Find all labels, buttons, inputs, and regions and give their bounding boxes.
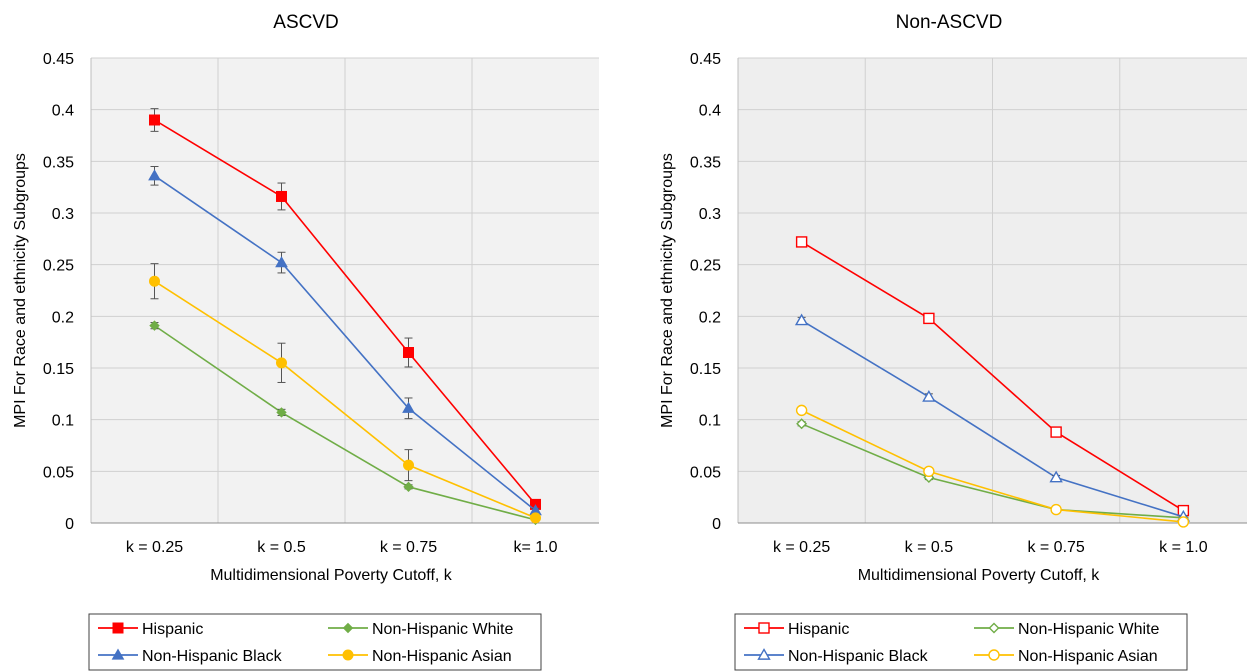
y-tick-label: 0.45 <box>43 51 74 68</box>
data-point <box>923 465 935 478</box>
data-point <box>403 459 414 471</box>
y-tick-label: 0.25 <box>690 258 721 275</box>
series-triangle <box>148 166 542 516</box>
legend-label: Non-Hispanic White <box>372 621 513 638</box>
series-line <box>154 175 537 512</box>
series-circle <box>149 263 541 524</box>
x-tick-label: k = 0.75 <box>380 539 437 556</box>
y-tick-label: 0.3 <box>52 206 74 223</box>
x-tick-label: k = 0.5 <box>257 539 306 556</box>
data-point <box>795 236 808 248</box>
y-tick-label: 0.15 <box>43 361 74 378</box>
x-tick-label: k = 0.25 <box>126 539 183 556</box>
legend-marker <box>342 649 354 661</box>
series-line <box>801 241 1184 512</box>
legend-box <box>734 613 1188 671</box>
data-point <box>402 401 415 413</box>
data-point <box>276 190 287 202</box>
y-tick-label: 0.2 <box>699 309 721 326</box>
data-point <box>275 256 288 268</box>
legend: Hispanic Non-Hispanic White Non-Hispanic B… <box>734 613 1188 671</box>
series-circle <box>795 404 1190 528</box>
data-point <box>276 357 287 369</box>
series-line <box>154 119 537 505</box>
y-tick-label: 0.15 <box>690 361 721 378</box>
x-axis-label: Multidimensional Poverty Cutoff, k <box>210 567 453 584</box>
data-point <box>1050 503 1062 516</box>
y-tick-label: 0.2 <box>52 309 74 326</box>
y-tick-label: 0.25 <box>43 258 74 275</box>
legend-label: Non-Hispanic Black <box>142 648 283 665</box>
legend-label: Non-Hispanic Black <box>788 648 929 665</box>
series-line <box>154 280 536 519</box>
y-axis-label: MPI For Race and ethnicity Subgroups <box>659 153 676 428</box>
chart-panel-2: 0 0.05 0.1 0.15 0.2 0.25 0.3 0.35 0.4 0.45 k = 0.2… <box>659 12 1247 671</box>
y-axis-label: MPI For Race and ethnicity Subgroups <box>12 153 29 428</box>
x-axis-label: Multidimensional Poverty Cutoff, k <box>858 567 1101 584</box>
x-tick-label: k = 0.75 <box>1027 539 1084 556</box>
data-point <box>922 390 936 402</box>
series-line <box>154 324 536 521</box>
legend: Hispanic Non-Hispanic White Non-Hispanic B… <box>88 613 542 671</box>
y-tick-label: 0 <box>65 516 74 533</box>
legend-marker <box>758 622 770 634</box>
legend-marker <box>988 649 1000 661</box>
data-point <box>148 169 161 181</box>
chart-panel-1: 0 0.05 0.1 0.15 0.2 0.25 0.3 0.35 0.4 0.45 k = 0.2… <box>12 12 599 671</box>
legend-box <box>88 613 542 671</box>
legend-label: Hispanic <box>142 621 203 638</box>
legend-marker <box>342 622 354 634</box>
y-tick-label: 0.45 <box>690 51 721 68</box>
data-point <box>149 320 160 331</box>
y-tick-label: 0.4 <box>699 103 721 120</box>
data-point <box>923 312 935 325</box>
x-tick-label: k = 0.5 <box>905 539 954 556</box>
y-tick-label: 0.3 <box>699 206 721 223</box>
legend-label: Hispanic <box>788 621 849 638</box>
y-tick-label: 0.05 <box>43 464 74 481</box>
data-point <box>403 481 414 493</box>
y-tick-label: 0.05 <box>690 464 721 481</box>
y-tick-label: 0 <box>712 516 721 533</box>
series-line <box>801 319 1184 518</box>
data-point <box>149 275 160 287</box>
data-point <box>1049 470 1063 483</box>
legend-label: Non-Hispanic Asian <box>1018 648 1158 665</box>
data-point <box>530 512 541 524</box>
data-point <box>794 313 809 326</box>
y-tick-label: 0.4 <box>52 103 74 120</box>
legend-label: Non-Hispanic Asian <box>372 648 512 665</box>
series-line <box>801 409 1184 523</box>
data-point <box>403 347 414 358</box>
y-tick-label: 0.1 <box>699 413 721 430</box>
legend-marker <box>988 622 1000 634</box>
legend-marker <box>757 648 771 660</box>
y-tick-label: 0.35 <box>43 154 74 171</box>
legend-label: Non-Hispanic White <box>1018 621 1159 638</box>
x-tick-label: k= 1.0 <box>513 539 557 556</box>
data-point <box>796 418 808 430</box>
series-triangle <box>794 313 1191 522</box>
x-tick-label: k = 0.25 <box>773 539 830 556</box>
data-point <box>1177 516 1190 528</box>
data-point <box>1050 426 1062 438</box>
legend-marker <box>111 648 125 660</box>
y-tick-label: 0.35 <box>690 154 721 171</box>
data-point <box>276 407 287 418</box>
chart-title: ASCVD <box>273 12 338 33</box>
series-line <box>801 423 1184 519</box>
data-point <box>795 404 808 417</box>
legend-marker <box>112 622 124 634</box>
y-tick-label: 0.1 <box>52 413 74 430</box>
x-tick-label: k = 1.0 <box>1159 539 1208 556</box>
data-point <box>149 114 160 126</box>
chart-title: Non-ASCVD <box>896 12 1003 33</box>
